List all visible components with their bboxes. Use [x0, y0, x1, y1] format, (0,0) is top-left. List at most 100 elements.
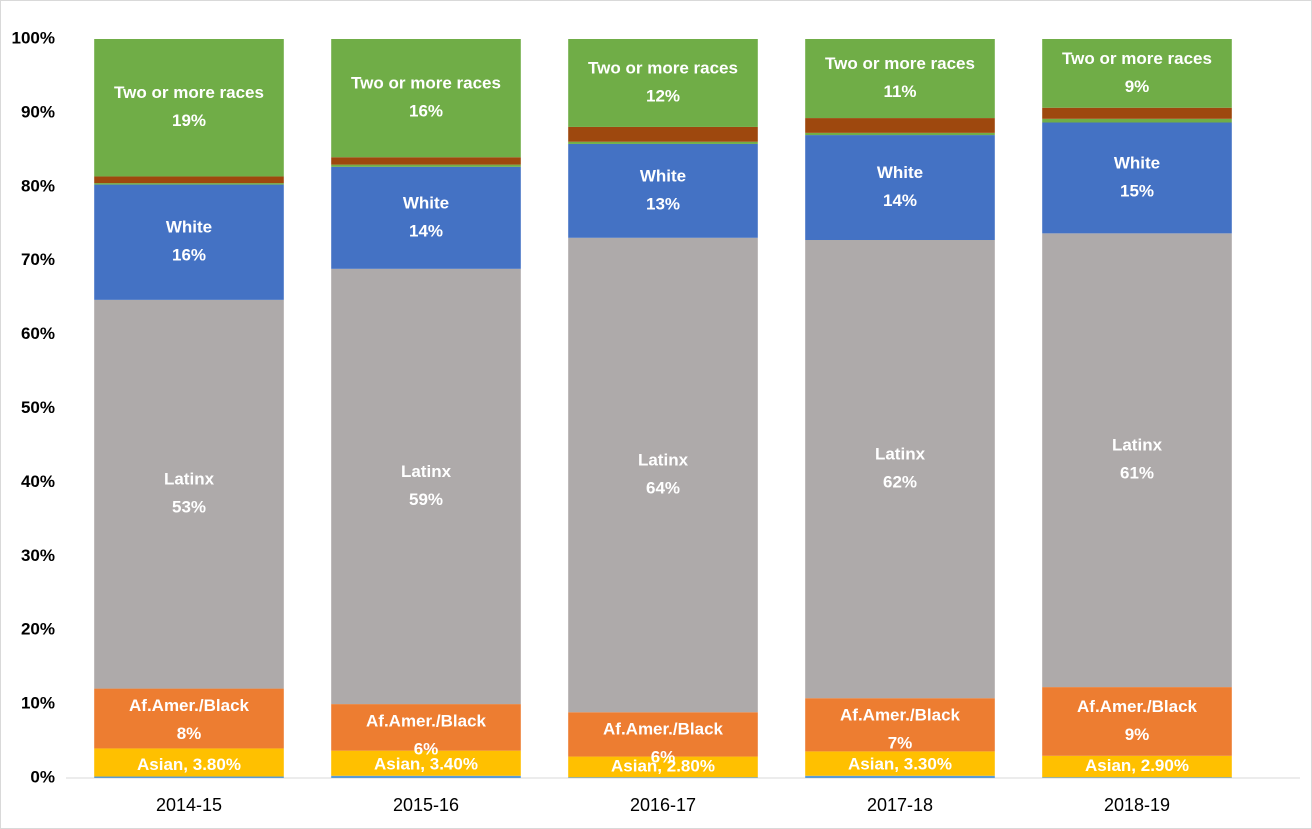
bar-segment: [94, 184, 284, 300]
bar-segment: [331, 750, 521, 776]
bar-segment: [568, 141, 758, 144]
data-label: 15%: [1120, 181, 1154, 200]
x-tick-label: 2016-17: [630, 795, 696, 815]
data-label-name: Two or more races: [825, 54, 975, 73]
bar-segment: [805, 698, 995, 752]
y-tick-label: 70%: [21, 250, 55, 269]
bar-segment: [1042, 118, 1232, 123]
data-label: Asian, 2.80%: [611, 756, 715, 775]
bar-segment: [94, 748, 284, 777]
data-label: 19%: [172, 111, 206, 130]
bar-segment: [805, 751, 995, 776]
y-tick-label: 20%: [21, 620, 55, 639]
data-label: 9%: [1125, 77, 1150, 96]
bar-segment: [1042, 107, 1232, 119]
data-label-name: Af.Amer./Black: [129, 696, 250, 715]
bar-segment: [805, 135, 995, 241]
bar-segment: [94, 299, 284, 689]
y-tick-label: 0%: [30, 767, 55, 786]
data-label: 6%: [414, 740, 439, 759]
bar-segment: [568, 143, 758, 238]
bar-segment: [568, 39, 758, 127]
data-label: Asian, 2.90%: [1085, 756, 1189, 775]
data-label: 16%: [172, 246, 206, 265]
bar-segment: [805, 775, 995, 778]
bar-segment: [805, 39, 995, 119]
bar-segment: [331, 157, 521, 165]
bar-segment: [568, 712, 758, 757]
data-label-name: Latinx: [164, 470, 215, 489]
x-tick-label: 2017-18: [867, 795, 933, 815]
bar-segment: [331, 268, 521, 705]
bar-segment: [331, 775, 521, 778]
data-label-name: Af.Amer./Black: [603, 720, 724, 739]
data-label: 7%: [888, 734, 913, 753]
data-label-name: Two or more races: [1062, 49, 1212, 68]
data-label: 6%: [651, 748, 676, 767]
data-label-name: Af.Amer./Black: [840, 706, 961, 725]
data-label-name: Latinx: [401, 462, 452, 481]
y-tick-label: 50%: [21, 398, 55, 417]
bar-segment: [94, 688, 284, 749]
data-label: 16%: [409, 102, 443, 121]
data-label: 9%: [1125, 725, 1150, 744]
bar-segment: [1042, 777, 1232, 778]
data-label: 59%: [409, 490, 443, 509]
data-label-name: Latinx: [1112, 436, 1163, 455]
data-label: 11%: [883, 82, 916, 101]
bar-segment: [331, 166, 521, 269]
bar-segment: [331, 164, 521, 167]
bar-segment: [568, 237, 758, 713]
bar-segment: [805, 240, 995, 699]
x-tick-label: 2014-15: [156, 795, 222, 815]
y-tick-label: 90%: [21, 102, 55, 121]
bar-segment: [1042, 122, 1232, 234]
bar-segment: [805, 118, 995, 133]
bar-segment: [94, 176, 284, 184]
data-label: 12%: [646, 86, 680, 105]
bar-segment: [331, 39, 521, 158]
data-label-name: Two or more races: [351, 74, 501, 93]
data-label-name: Af.Amer./Black: [366, 712, 487, 731]
data-label-name: Af.Amer./Black: [1077, 697, 1198, 716]
bar-segment: [568, 756, 758, 778]
y-tick-label: 80%: [21, 176, 55, 195]
bar-segment: [1042, 233, 1232, 688]
y-tick-label: 100%: [12, 28, 55, 47]
data-label: 53%: [172, 498, 206, 517]
bar-segment: [1042, 687, 1232, 756]
y-tick-label: 30%: [21, 546, 55, 565]
data-label: Asian, 3.80%: [137, 755, 241, 774]
y-tick-label: 60%: [21, 324, 55, 343]
bar-segment: [805, 132, 995, 136]
data-label-name: White: [877, 163, 923, 182]
bar-segment: [331, 704, 521, 751]
bar-segment: [1042, 755, 1232, 778]
data-label-name: Two or more races: [588, 58, 738, 77]
bar-segment: [94, 39, 284, 177]
bar-segment: [568, 126, 758, 142]
data-label: 8%: [177, 724, 202, 743]
data-label: 64%: [646, 478, 680, 497]
data-label-name: Latinx: [638, 450, 689, 469]
bar-segment: [94, 183, 284, 185]
data-label-name: White: [166, 218, 212, 237]
data-label-name: Two or more races: [114, 83, 264, 102]
data-label-name: Latinx: [875, 445, 926, 464]
data-label-name: White: [403, 193, 449, 212]
data-label: Asian, 3.30%: [848, 754, 952, 773]
data-label: 14%: [409, 221, 443, 240]
x-tick-label: 2015-16: [393, 795, 459, 815]
y-tick-label: 40%: [21, 472, 55, 491]
bar-segment: [568, 777, 758, 778]
x-tick-label: 2018-19: [1104, 795, 1170, 815]
y-tick-label: 10%: [21, 694, 55, 713]
data-label: Asian, 3.40%: [374, 754, 478, 773]
bar-segment: [1042, 39, 1232, 108]
data-label-name: White: [1114, 153, 1160, 172]
data-label: 14%: [883, 191, 917, 210]
data-label: 13%: [646, 194, 680, 213]
bar-segment: [94, 776, 284, 778]
data-label: 62%: [883, 473, 917, 492]
